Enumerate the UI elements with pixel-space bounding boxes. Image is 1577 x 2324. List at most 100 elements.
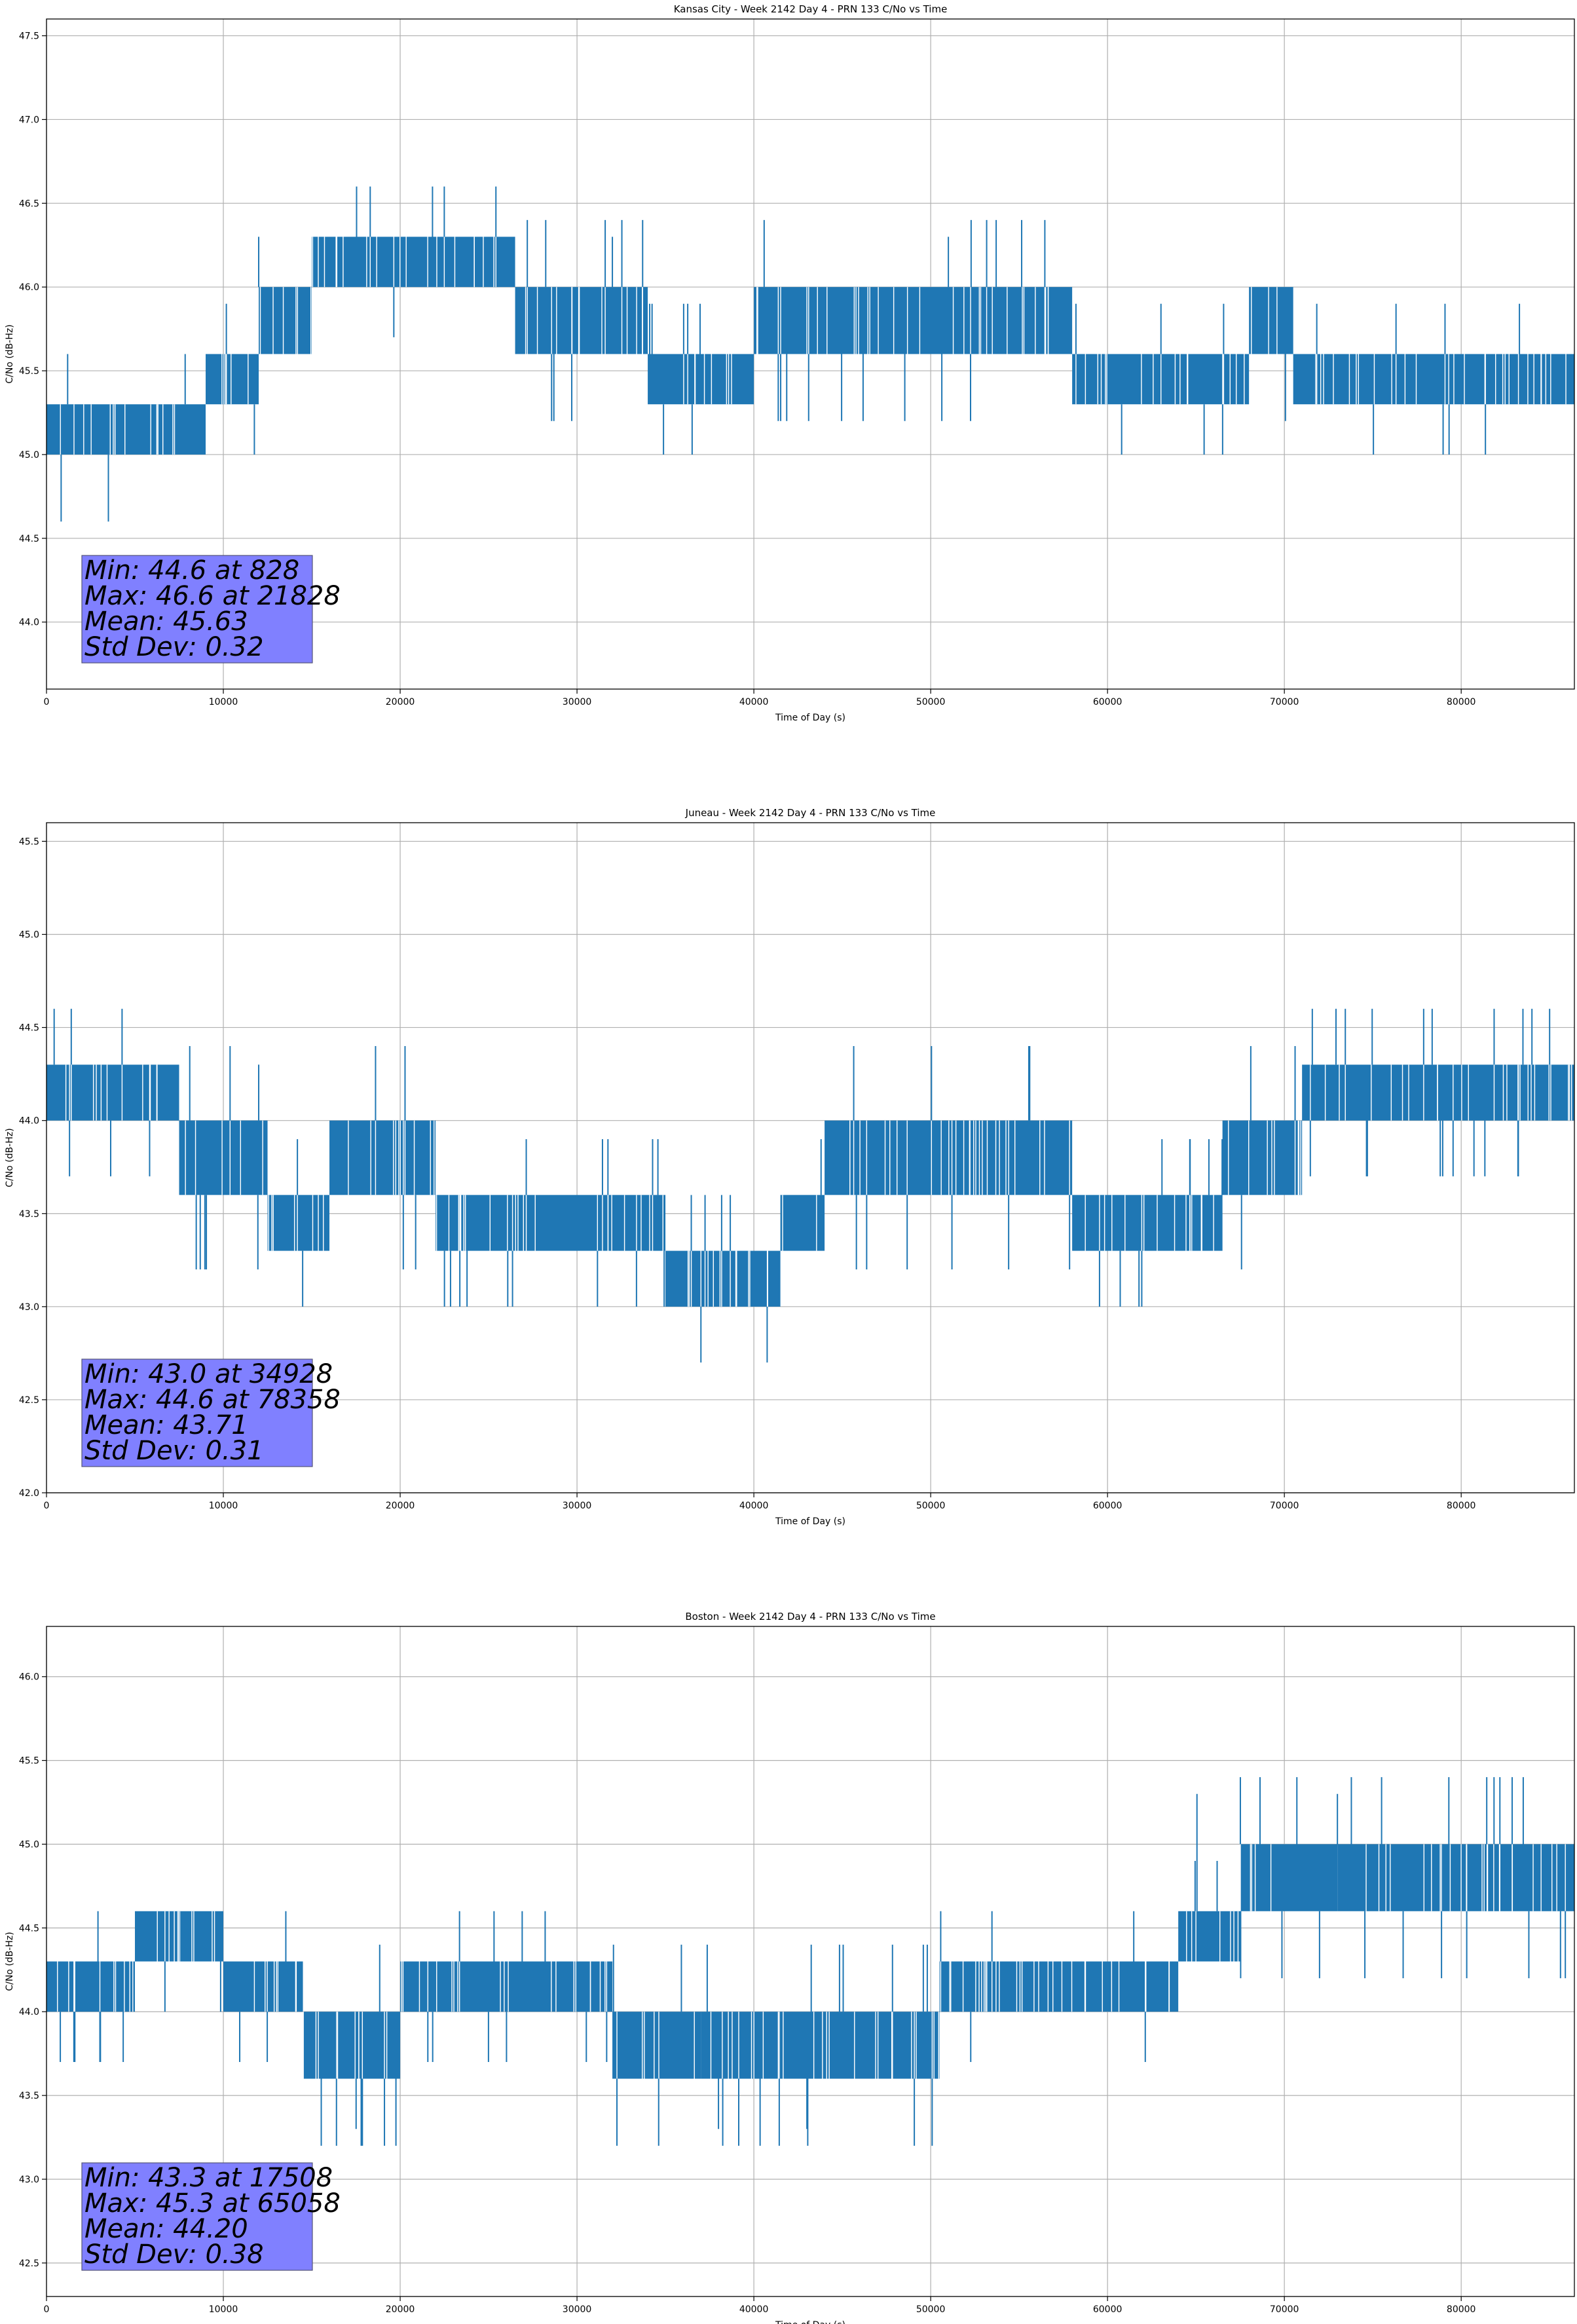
y-tick-label: 47.0 [19,115,39,125]
series-cno [46,186,1574,522]
cno-band-segment [648,354,754,405]
x-tick-label: 80000 [1447,1501,1476,1511]
x-tick-label: 20000 [386,1501,415,1511]
y-axis-label: C/No (dB-Hz) [5,324,15,383]
x-tick-label: 80000 [1447,2304,1476,2315]
x-tick-label: 0 [44,697,50,707]
x-tick-label: 70000 [1270,1501,1299,1511]
stats-box [81,555,313,664]
x-tick-label: 20000 [386,697,415,707]
chart-panel-1: Kansas City - Week 2142 Day 4 - PRN 133 … [5,3,1575,723]
cno-band-segment [223,1961,303,2012]
stats-line: Std Dev: 0.32 [84,632,264,662]
x-tick-label: 60000 [1093,1501,1122,1511]
chart-title: Juneau - Week 2142 Day 4 - PRN 133 C/No … [685,807,936,819]
chart-title: Kansas City - Week 2142 Day 4 - PRN 133 … [674,3,948,15]
stats-line: Min: 43.3 at 17508 [84,2163,333,2193]
x-tick-label: 40000 [739,1501,769,1511]
cno-band-segment [1072,1195,1223,1251]
cno-band-segment [612,2012,701,2079]
y-tick-label: 45.5 [19,366,39,377]
y-tick-label: 43.5 [19,2091,39,2101]
stats-box [81,2162,313,2271]
chart-panel-3: Boston - Week 2142 Day 4 - PRN 133 C/No … [5,1611,1575,2324]
chart-panel-2: Juneau - Week 2142 Day 4 - PRN 133 C/No … [5,807,1575,1527]
cno-band-segment [329,1120,436,1195]
x-tick-label: 10000 [209,2304,238,2315]
y-tick-label: 42.5 [19,1395,39,1406]
x-tick-label: 10000 [209,697,238,707]
x-tick-label: 40000 [739,2304,769,2315]
x-tick-label: 60000 [1093,697,1122,707]
series-cno [46,1777,1574,2146]
x-tick-label: 0 [44,1501,50,1511]
cno-band-segment [665,1250,781,1307]
cno-band-segment [46,404,206,455]
y-tick-label: 43.0 [19,2175,39,2185]
stats-line: Mean: 44.20 [84,2214,248,2244]
y-tick-label: 44.5 [19,1023,39,1034]
x-axis-label: Time of Day (s) [775,1516,845,1527]
y-tick-label: 44.0 [19,1116,39,1127]
cno-band-segment [515,287,648,354]
y-tick-label: 46.5 [19,198,39,209]
y-tick-label: 47.5 [19,31,39,42]
cno-band-segment [1249,287,1293,354]
y-tick-label: 44.5 [19,1923,39,1934]
cno-band-segment [1240,1844,1338,1911]
cno-band-segment [206,354,259,405]
x-tick-label: 0 [44,2304,50,2315]
cno-band-segment [312,236,515,288]
y-tick-label: 45.0 [19,930,39,941]
series-cno [46,1009,1574,1363]
x-tick-label: 60000 [1093,2304,1122,2315]
x-tick-label: 80000 [1447,697,1476,707]
y-tick-label: 45.0 [19,450,39,460]
cno-band-segment [1293,354,1574,405]
cno-band-segment [754,287,1073,354]
stats-line: Std Dev: 0.31 [84,1436,264,1466]
x-tick-label: 50000 [916,697,946,707]
x-tick-label: 40000 [739,697,769,707]
y-tick-label: 42.5 [19,2258,39,2269]
y-axis-label: C/No (dB-Hz) [5,1932,15,1991]
cno-band-segment [179,1120,268,1195]
cno-band-segment [400,1961,613,2012]
x-tick-label: 30000 [563,2304,592,2315]
y-tick-label: 45.0 [19,1839,39,1850]
y-tick-label: 43.5 [19,1209,39,1220]
stats-line: Mean: 45.63 [84,607,248,637]
cno-band-segment [1337,1844,1574,1911]
chart-title: Boston - Week 2142 Day 4 - PRN 133 C/No … [685,1611,935,1622]
axes-frame [46,1626,1575,2297]
stats-line: Max: 44.6 at 78358 [84,1385,341,1415]
stats-box [81,1359,313,1467]
y-tick-label: 45.5 [19,1756,39,1767]
cno-band-segment [267,1195,330,1251]
cno-band-segment [436,1195,666,1251]
cno-band-segment [135,1911,224,1962]
stats-line: Mean: 43.71 [84,1410,248,1440]
stats-line: Min: 43.0 at 34928 [84,1359,333,1389]
y-tick-label: 42.0 [19,1488,39,1499]
y-tick-label: 43.0 [19,1302,39,1313]
x-tick-label: 30000 [563,1501,592,1511]
cno-band-segment [780,1195,825,1251]
x-tick-label: 20000 [386,2304,415,2315]
axes-frame [46,822,1575,1493]
x-axis-label: Time of Day (s) [775,2320,845,2324]
axes-frame [46,18,1575,690]
y-tick-label: 46.0 [19,1672,39,1683]
x-tick-label: 10000 [209,1501,238,1511]
stats-line: Max: 46.6 at 21828 [84,581,341,611]
stats-line: Max: 45.3 at 65058 [84,2188,341,2219]
x-tick-label: 70000 [1270,2304,1299,2315]
x-tick-label: 50000 [916,1501,946,1511]
cno-band-segment [1302,1064,1574,1121]
cno-band-segment [1178,1911,1240,1962]
cno-band-segment [259,287,312,354]
